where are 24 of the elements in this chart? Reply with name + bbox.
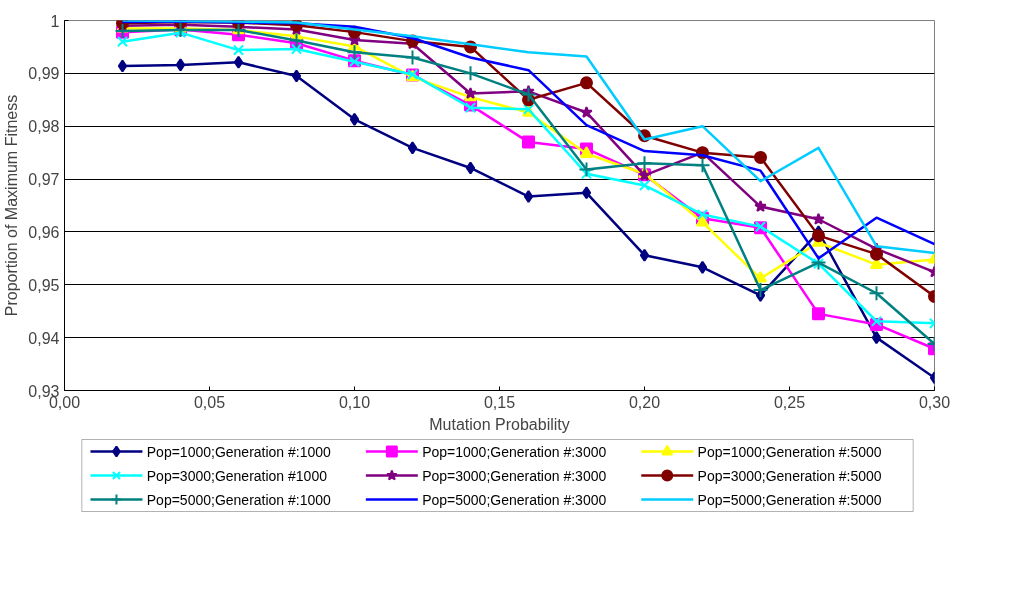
y-tick-label: 0,96 [28, 223, 60, 241]
y-tick-label: 0,94 [28, 329, 60, 347]
y-tick-label: 0,98 [28, 118, 60, 136]
x-tick-label: 0,05 [193, 393, 226, 411]
x-tick-label: 0,10 [338, 393, 371, 411]
legend-label: Pop=5000;Generation #:3000 [422, 491, 607, 508]
legend-label: Pop=5000;Generation #:5000 [697, 491, 882, 508]
legend-label: Pop=5000;Generation #:1000 [146, 491, 332, 508]
legend-label: Pop=1000;Generation #:1000 [146, 443, 332, 460]
x-tick-label: 0,15 [483, 393, 516, 411]
x-tick-label: 0,20 [628, 393, 661, 411]
legend-label: Pop=3000;Generation #:3000 [422, 467, 607, 484]
y-tick-label: 0,97 [28, 171, 60, 189]
legend-label: Pop=1000;Generation #:3000 [422, 443, 607, 460]
y-tick-label: 1 [50, 12, 60, 30]
y-axis-title: Proportion of Maximum Fitness [3, 94, 21, 317]
legend-label: Pop=1000;Generation #:5000 [697, 443, 882, 460]
legend-label: Pop=3000;Generation #:5000 [697, 467, 882, 484]
y-tick-label: 0,99 [28, 65, 60, 83]
y-tick-label: 0,95 [28, 276, 60, 294]
x-tick-label: 0,25 [773, 393, 806, 411]
x-axis-title: Mutation Probability [429, 415, 570, 433]
x-tick-label: 0,30 [918, 393, 951, 411]
legend-label: Pop=3000;Generation #1000 [146, 467, 328, 484]
